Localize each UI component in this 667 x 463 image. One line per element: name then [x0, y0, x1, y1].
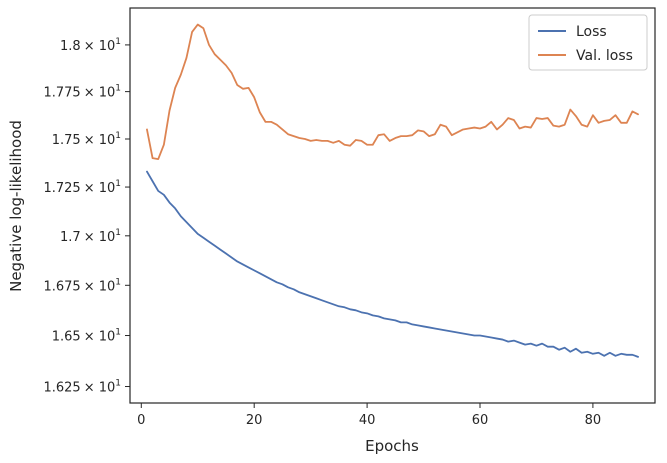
y-tick-label: 1.8 × 101 [60, 37, 121, 54]
y-axis-label: Negative log-likelihood [7, 120, 25, 292]
y-tick-label: 1.675 × 101 [43, 277, 121, 294]
y-tick-label: 1.725 × 101 [43, 179, 121, 196]
plot-area [129, 7, 656, 404]
y-tick-mantissa: 1.7 [60, 230, 81, 245]
y-tick-mantissa: 1.75 [52, 133, 81, 148]
y-tick-base: × 10 [84, 181, 116, 196]
x-axis-label: Epochs [365, 437, 419, 455]
x-tick-label: 20 [246, 413, 263, 428]
y-tick-label: 1.625 × 101 [43, 379, 121, 396]
x-axis: 0 20 40 60 80 [137, 403, 601, 428]
y-tick-exponent: 1 [115, 37, 121, 47]
x-tick-label: 0 [137, 413, 145, 428]
y-tick-base: × 10 [84, 279, 116, 294]
y-tick-base: × 10 [84, 330, 116, 345]
y-tick-exponent: 1 [115, 379, 121, 389]
y-tick-exponent: 1 [115, 228, 121, 238]
y-tick-label: 1.65 × 101 [52, 328, 121, 345]
legend: Loss Val. loss [528, 14, 648, 71]
y-tick-mantissa: 1.8 [60, 39, 81, 54]
y-tick-mantissa: 1.65 [52, 330, 81, 345]
y-tick-base: × 10 [84, 230, 116, 245]
y-tick-exponent: 1 [115, 328, 121, 338]
y-tick-exponent: 1 [115, 84, 121, 94]
x-tick-label: 60 [472, 413, 489, 428]
y-tick-base: × 10 [84, 381, 116, 396]
y-tick-exponent: 1 [115, 131, 121, 141]
y-tick-base: × 10 [84, 39, 116, 54]
y-tick-mantissa: 1.775 [43, 86, 80, 101]
y-tick-exponent: 1 [115, 277, 121, 287]
y-tick-mantissa: 1.725 [43, 181, 80, 196]
series-layer [146, 23, 639, 358]
series-line-loss [146, 170, 639, 358]
legend-label-val-loss: Val. loss [576, 48, 633, 64]
y-tick-label: 1.7 × 101 [60, 228, 121, 245]
legend-box [528, 14, 648, 71]
y-tick-label: 1.75 × 101 [52, 131, 121, 148]
y-tick-mantissa: 1.675 [43, 279, 80, 294]
y-tick-label: 1.775 × 101 [43, 84, 121, 101]
y-tick-base: × 10 [84, 133, 116, 148]
x-tick-label: 40 [359, 413, 376, 428]
series-line-val-loss [146, 23, 639, 161]
y-tick-mantissa: 1.625 [43, 381, 80, 396]
x-tick-label: 80 [585, 413, 602, 428]
legend-label-loss: Loss [576, 24, 607, 40]
y-tick-base: × 10 [84, 86, 116, 101]
y-tick-exponent: 1 [115, 179, 121, 189]
